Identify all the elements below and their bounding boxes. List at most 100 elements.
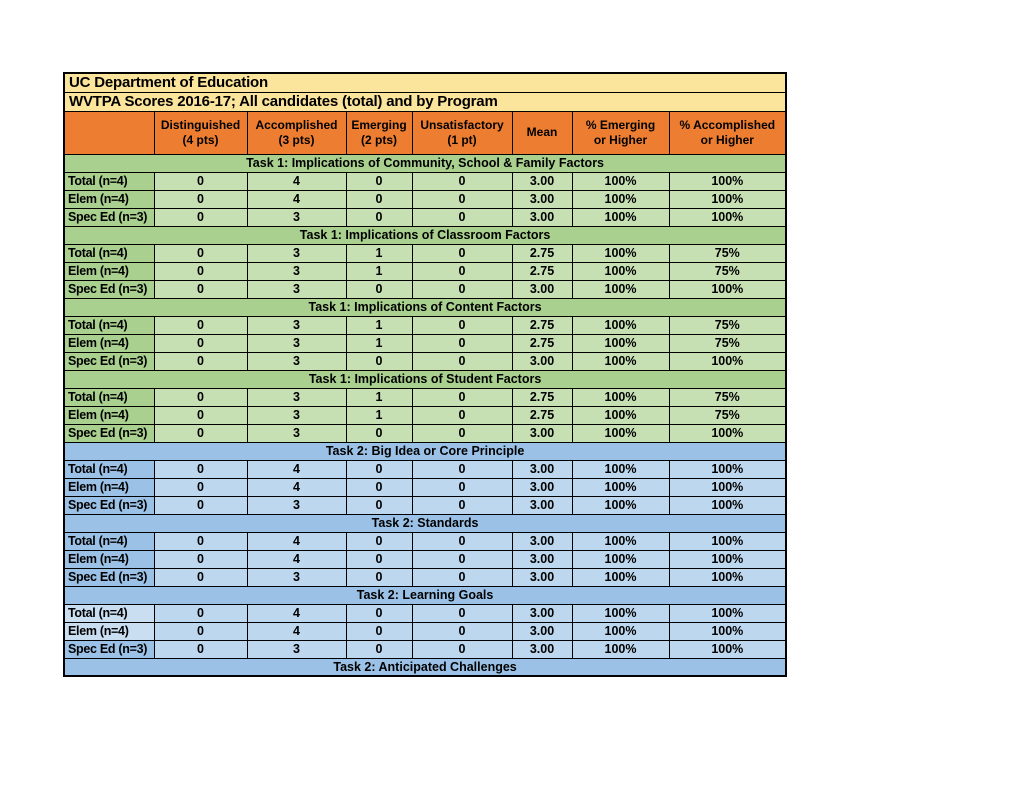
value-cell: 0 bbox=[411, 567, 513, 587]
row-label: Total (n=4) bbox=[63, 459, 155, 479]
value-cell: 0 bbox=[153, 261, 248, 281]
col-header-emerging: Emerging (2 pts) bbox=[345, 110, 413, 155]
value-cell: 0 bbox=[411, 477, 513, 497]
value-cell: 100% bbox=[571, 207, 670, 227]
value-cell: 100% bbox=[571, 261, 670, 281]
section-header-row: Task 1: Implications of Content Factors bbox=[63, 297, 787, 317]
value-cell: 100% bbox=[571, 477, 670, 497]
table-row: Total (n=4) 0 3 1 0 2.75 100% 75% bbox=[63, 315, 787, 335]
value-cell: 0 bbox=[411, 333, 513, 353]
row-label: Spec Ed (n=3) bbox=[63, 423, 155, 443]
value-cell: 3.00 bbox=[511, 603, 573, 623]
section-title: Task 1: Implications of Student Factors bbox=[63, 369, 787, 389]
section-header-row: Task 1: Implications of Classroom Factor… bbox=[63, 225, 787, 245]
value-cell: 0 bbox=[411, 639, 513, 659]
value-cell: 0 bbox=[153, 189, 248, 209]
value-cell: 0 bbox=[411, 603, 513, 623]
value-cell: 100% bbox=[571, 495, 670, 515]
value-cell: 3 bbox=[246, 387, 347, 407]
row-label: Total (n=4) bbox=[63, 315, 155, 335]
corner-cell bbox=[63, 110, 155, 155]
value-cell: 100% bbox=[571, 459, 670, 479]
value-cell: 100% bbox=[668, 207, 787, 227]
value-cell: 100% bbox=[571, 171, 670, 191]
value-cell: 3 bbox=[246, 279, 347, 299]
value-cell: 3.00 bbox=[511, 423, 573, 443]
row-label: Elem (n=4) bbox=[63, 189, 155, 209]
row-label: Total (n=4) bbox=[63, 603, 155, 623]
value-cell: 0 bbox=[153, 621, 248, 641]
value-cell: 3.00 bbox=[511, 621, 573, 641]
col-header-distinguished: Distinguished (4 pts) bbox=[153, 110, 248, 155]
value-cell: 0 bbox=[153, 477, 248, 497]
value-cell: 0 bbox=[153, 171, 248, 191]
value-cell: 100% bbox=[668, 549, 787, 569]
table-row: Elem (n=4) 0 4 0 0 3.00 100% 100% bbox=[63, 189, 787, 209]
value-cell: 0 bbox=[345, 351, 413, 371]
value-cell: 0 bbox=[345, 549, 413, 569]
section-title: Task 2: Learning Goals bbox=[63, 585, 787, 605]
value-cell: 0 bbox=[153, 531, 248, 551]
value-cell: 3.00 bbox=[511, 171, 573, 191]
value-cell: 2.75 bbox=[511, 315, 573, 335]
value-cell: 3.00 bbox=[511, 279, 573, 299]
value-cell: 0 bbox=[153, 639, 248, 659]
value-cell: 0 bbox=[411, 459, 513, 479]
value-cell: 100% bbox=[668, 423, 787, 443]
value-cell: 4 bbox=[246, 531, 347, 551]
section-title: Task 1: Implications of Classroom Factor… bbox=[63, 225, 787, 245]
section-header-row: Task 2: Anticipated Challenges bbox=[63, 657, 787, 677]
value-cell: 100% bbox=[571, 351, 670, 371]
value-cell: 0 bbox=[411, 279, 513, 299]
row-label: Total (n=4) bbox=[63, 387, 155, 407]
col-header-unsatisfactory: Unsatisfactory (1 pt) bbox=[411, 110, 513, 155]
value-cell: 2.75 bbox=[511, 405, 573, 425]
value-cell: 0 bbox=[411, 423, 513, 443]
value-cell: 0 bbox=[345, 279, 413, 299]
row-label: Elem (n=4) bbox=[63, 549, 155, 569]
value-cell: 0 bbox=[345, 603, 413, 623]
value-cell: 100% bbox=[668, 567, 787, 587]
value-cell: 100% bbox=[571, 423, 670, 443]
value-cell: 3.00 bbox=[511, 477, 573, 497]
value-cell: 0 bbox=[153, 351, 248, 371]
value-cell: 0 bbox=[153, 387, 248, 407]
value-cell: 100% bbox=[571, 603, 670, 623]
column-header-row: Distinguished (4 pts) Accomplished (3 pt… bbox=[63, 110, 787, 155]
value-cell: 3.00 bbox=[511, 531, 573, 551]
value-cell: 0 bbox=[411, 387, 513, 407]
value-cell: 2.75 bbox=[511, 387, 573, 407]
value-cell: 4 bbox=[246, 459, 347, 479]
table-row: Spec Ed (n=3) 0 3 0 0 3.00 100% 100% bbox=[63, 639, 787, 659]
value-cell: 0 bbox=[345, 171, 413, 191]
value-cell: 0 bbox=[411, 531, 513, 551]
value-cell: 0 bbox=[153, 459, 248, 479]
value-cell: 100% bbox=[571, 621, 670, 641]
table-row: Total (n=4) 0 3 1 0 2.75 100% 75% bbox=[63, 387, 787, 407]
section-header-row: Task 1: Implications of Student Factors bbox=[63, 369, 787, 389]
value-cell: 0 bbox=[153, 423, 248, 443]
table-row: Elem (n=4) 0 4 0 0 3.00 100% 100% bbox=[63, 549, 787, 569]
table-row: Total (n=4) 0 4 0 0 3.00 100% 100% bbox=[63, 531, 787, 551]
value-cell: 1 bbox=[345, 243, 413, 263]
row-label: Elem (n=4) bbox=[63, 477, 155, 497]
value-cell: 0 bbox=[345, 567, 413, 587]
section-header-row: Task 2: Big Idea or Core Principle bbox=[63, 441, 787, 461]
section-title: Task 2: Big Idea or Core Principle bbox=[63, 441, 787, 461]
value-cell: 0 bbox=[153, 243, 248, 263]
value-cell: 0 bbox=[411, 405, 513, 425]
value-cell: 3 bbox=[246, 315, 347, 335]
value-cell: 0 bbox=[345, 495, 413, 515]
row-label: Spec Ed (n=3) bbox=[63, 207, 155, 227]
row-label: Total (n=4) bbox=[63, 171, 155, 191]
value-cell: 0 bbox=[411, 207, 513, 227]
value-cell: 4 bbox=[246, 621, 347, 641]
value-cell: 0 bbox=[153, 315, 248, 335]
value-cell: 0 bbox=[345, 189, 413, 209]
value-cell: 3.00 bbox=[511, 207, 573, 227]
value-cell: 4 bbox=[246, 549, 347, 569]
value-cell: 100% bbox=[668, 351, 787, 371]
row-label: Total (n=4) bbox=[63, 531, 155, 551]
value-cell: 100% bbox=[571, 189, 670, 209]
value-cell: 1 bbox=[345, 261, 413, 281]
